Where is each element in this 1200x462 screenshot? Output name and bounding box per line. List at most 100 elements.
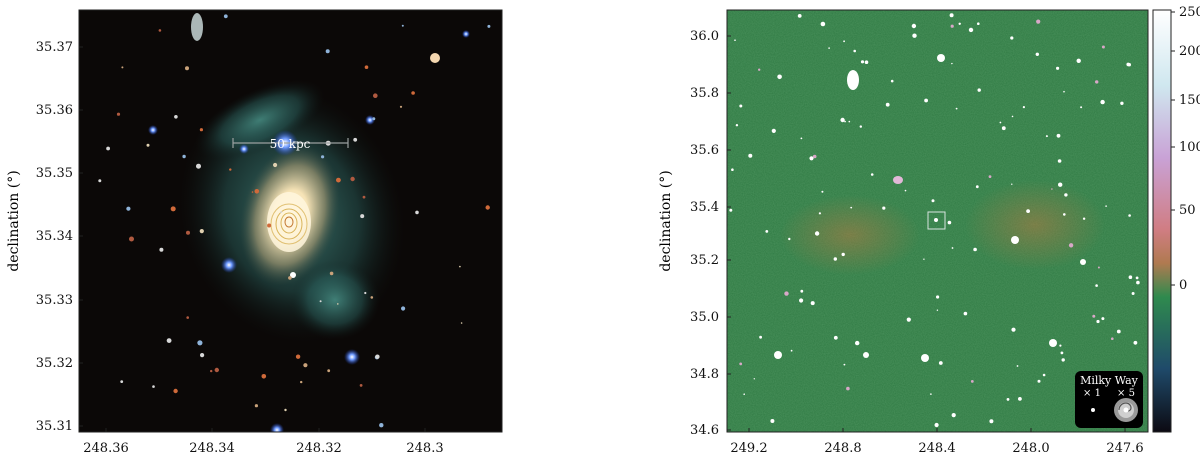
field-star [261, 374, 267, 379]
field-star [267, 223, 272, 228]
point-source [1116, 329, 1121, 334]
point-source [923, 258, 925, 260]
point-source [734, 39, 736, 41]
field-star [126, 206, 131, 211]
field-star [364, 291, 367, 295]
point-source [853, 49, 856, 53]
point-source [951, 62, 953, 65]
colorbar-tick-5: 0 [1179, 278, 1187, 293]
point-source [1001, 126, 1006, 131]
point-source [968, 27, 974, 33]
point-source [818, 212, 822, 215]
point-source [800, 137, 803, 140]
point-source [936, 295, 940, 299]
point-source [870, 173, 874, 176]
field-star [159, 247, 164, 252]
point-source [848, 120, 851, 123]
point-source [731, 168, 734, 171]
right-y-tick-3: 35.4 [690, 200, 719, 215]
field-star [460, 322, 463, 324]
point-source [855, 340, 860, 346]
point-source [970, 380, 974, 383]
field-star [487, 24, 491, 28]
point-source [1022, 106, 1025, 109]
point-source [1011, 115, 1014, 118]
point-source [1026, 209, 1030, 214]
field-star [182, 154, 186, 159]
left-x-tick-0: 248.36 [83, 441, 129, 456]
point-source [1018, 397, 1022, 401]
colorbar-gradient [1152, 9, 1172, 433]
field-star [303, 363, 308, 368]
field-star [254, 189, 260, 194]
right-y-label: declination (°) [658, 170, 674, 271]
tidal-arm-bottom [290, 260, 380, 340]
right-y-tick-6: 34.8 [690, 367, 719, 382]
field-star [116, 112, 121, 116]
field-star [399, 105, 403, 108]
point-source [788, 237, 791, 241]
point-source [1016, 365, 1019, 367]
field-star [121, 66, 124, 69]
right-x-tick-2: 248.4 [918, 441, 955, 456]
point-source [840, 117, 845, 123]
galaxy-contours [270, 203, 308, 245]
point-source [1128, 275, 1133, 280]
point-source [739, 362, 743, 366]
left-y-tick-4: 35.33 [36, 293, 73, 308]
field-star [415, 210, 419, 215]
field-star [199, 128, 203, 132]
right-y-tick-0: 36.0 [690, 29, 719, 44]
milky-way-inset: Milky Way × 1 × 5 [1075, 371, 1143, 428]
left-y-tick-0: 35.37 [36, 40, 73, 55]
point-source [1076, 58, 1081, 63]
left-x-axis: 248.36 248.34 248.32 248.3 [83, 428, 444, 456]
field-star [223, 14, 228, 19]
point-source [814, 231, 820, 236]
field-star [336, 177, 341, 183]
point-source [999, 121, 1002, 124]
field-star [375, 354, 380, 359]
field-star [329, 271, 334, 276]
point-source [934, 422, 939, 428]
point-source [912, 33, 917, 38]
field-star [197, 340, 203, 346]
right-x-tick-4: 247.6 [1106, 441, 1143, 456]
left-y-tick-6: 35.31 [36, 419, 73, 434]
point-source [770, 419, 775, 423]
field-star [353, 137, 358, 142]
point-source [1092, 314, 1096, 318]
field-star [174, 115, 178, 119]
left-x-tick-3: 248.3 [406, 441, 443, 456]
point-source [821, 190, 824, 193]
point-source [1096, 319, 1100, 324]
point-source [820, 21, 826, 27]
point-source [885, 102, 890, 107]
point-source [1133, 340, 1138, 345]
right-sky-image: Milky Way × 1 × 5 [727, 10, 1148, 432]
field-star [370, 296, 374, 299]
field-star [288, 276, 292, 280]
field-star [199, 229, 204, 234]
field-star [401, 306, 406, 311]
point-source [1060, 351, 1064, 355]
point-source [951, 413, 956, 418]
field-star [360, 214, 365, 219]
point-source [924, 98, 928, 103]
point-source [843, 40, 845, 43]
left-frame [78, 9, 503, 433]
field-star [300, 380, 303, 384]
point-source [1056, 133, 1061, 138]
point-source [1111, 337, 1114, 341]
scale-bar: 50 kpc [232, 137, 349, 151]
point-source [989, 419, 994, 424]
point-source [809, 156, 814, 161]
point-source [977, 88, 981, 92]
point-source [1080, 106, 1083, 109]
left-y-tick-1: 35.36 [36, 103, 73, 118]
point-source [841, 252, 845, 257]
diffuse-lobe-left [780, 195, 920, 275]
field-star [350, 176, 355, 182]
milky-way-small-icon [1091, 408, 1095, 412]
field-star [321, 155, 325, 159]
